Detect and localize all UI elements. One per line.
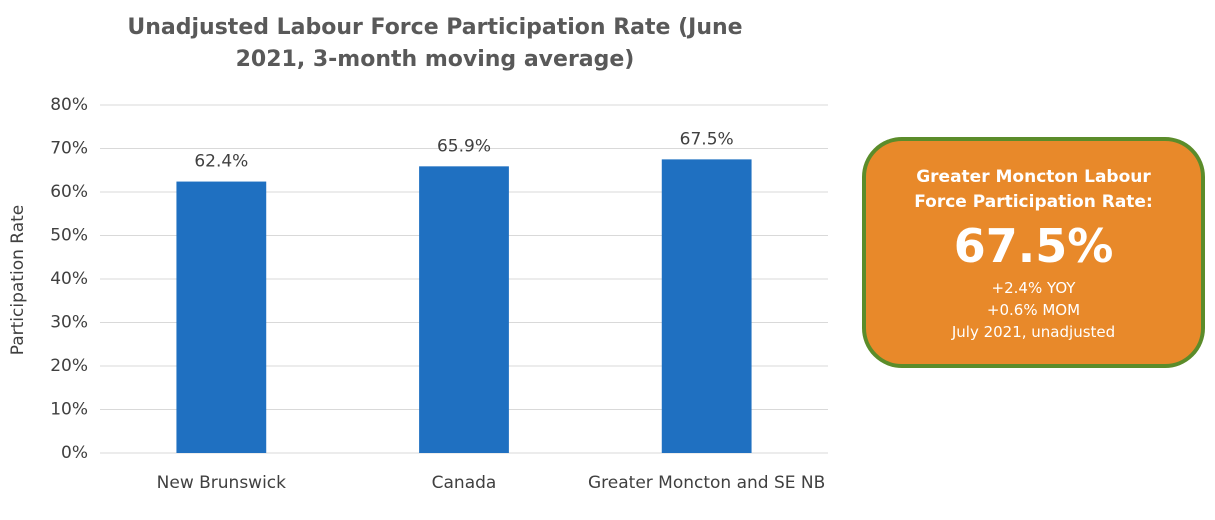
x-tick-label: Greater Moncton and SE NB bbox=[587, 473, 826, 493]
y-tick-label: 80% bbox=[50, 95, 88, 115]
callout-box: Greater Moncton Labour Force Participati… bbox=[862, 137, 1205, 368]
y-tick-label: 20% bbox=[50, 356, 88, 376]
bar bbox=[176, 181, 267, 453]
bar bbox=[661, 159, 752, 453]
data-label: 62.4% bbox=[194, 152, 248, 172]
y-tick-label: 40% bbox=[50, 269, 88, 289]
y-tick-label: 50% bbox=[50, 226, 88, 246]
data-label: 65.9% bbox=[437, 136, 491, 156]
callout-title: Greater Moncton Labour Force Participati… bbox=[914, 167, 1153, 212]
callout-line: +2.4% YOY bbox=[991, 279, 1076, 297]
x-tick-label: New Brunswick bbox=[156, 473, 286, 493]
y-tick-label: 30% bbox=[50, 313, 88, 333]
chart-title: Unadjusted Labour Force Participation Ra… bbox=[127, 15, 743, 72]
y-tick-label: 10% bbox=[50, 400, 88, 420]
data-label: 67.5% bbox=[680, 129, 734, 149]
y-tick-label: 70% bbox=[50, 139, 88, 159]
callout-line: July 2021, unadjusted bbox=[951, 323, 1116, 341]
y-tick-label: 60% bbox=[50, 182, 88, 202]
callout-line: +0.6% MOM bbox=[986, 301, 1081, 319]
y-tick-label: 0% bbox=[61, 443, 88, 463]
bar bbox=[419, 166, 509, 453]
x-tick-label: Canada bbox=[431, 473, 497, 493]
callout-value: 67.5% bbox=[953, 219, 1114, 273]
y-axis-label: Participation Rate bbox=[8, 205, 28, 356]
